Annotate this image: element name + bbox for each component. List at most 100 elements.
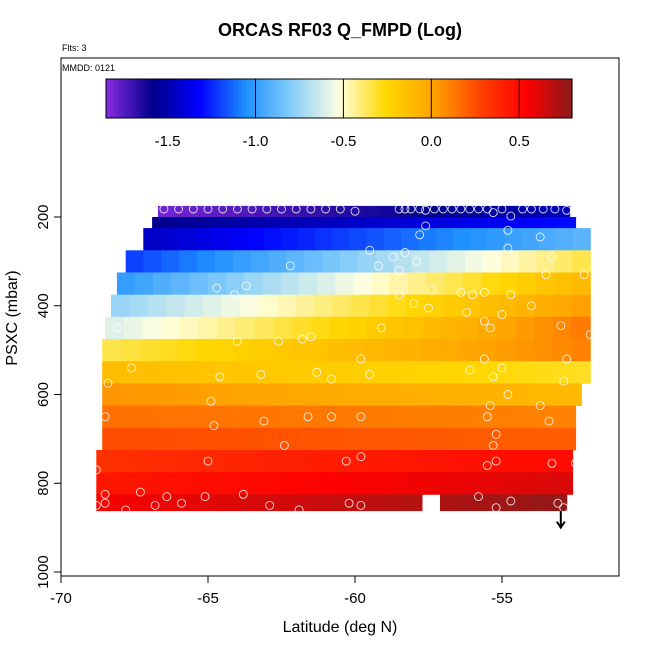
heat-cell — [403, 316, 423, 340]
data-point — [503, 243, 513, 253]
heat-cell — [171, 272, 191, 296]
heat-cell — [313, 494, 333, 512]
heat-cell — [252, 361, 272, 384]
heat-cell — [426, 472, 445, 495]
colorbar-segment — [261, 79, 266, 118]
data-point — [479, 354, 489, 364]
heat-cell — [289, 361, 310, 384]
heat-cell — [389, 450, 409, 473]
heat-cell — [252, 339, 272, 362]
heat-cell — [548, 494, 568, 512]
data-point — [497, 204, 507, 214]
heat-cell — [266, 405, 285, 429]
colorbar-segment — [513, 79, 519, 118]
heat-cell — [442, 294, 462, 318]
heat-cell — [286, 383, 306, 406]
colorbar-segment — [238, 79, 243, 118]
heat-cell — [300, 205, 317, 218]
heat-cell — [271, 339, 291, 362]
heat-cell — [504, 228, 523, 251]
heat-cell — [246, 228, 265, 251]
heat-cell — [266, 217, 283, 229]
colorbar-segment — [300, 79, 305, 118]
heat-cell — [347, 217, 365, 229]
data-point — [406, 204, 416, 214]
data-point — [538, 204, 548, 214]
heat-cell — [156, 427, 176, 451]
heat-cell — [284, 427, 303, 451]
heat-cell — [247, 405, 267, 429]
heat-cell — [160, 228, 179, 251]
heat-cell — [554, 472, 574, 495]
colorbar-segment — [560, 79, 565, 118]
data-point — [247, 204, 257, 214]
heat-cell — [448, 405, 467, 429]
heat-cell — [279, 472, 299, 495]
data-point — [103, 378, 113, 388]
data-point — [365, 370, 375, 379]
data-point — [91, 500, 101, 510]
colorbar-segment — [471, 79, 476, 118]
colorbar-segment — [117, 79, 123, 118]
colorbar-segment — [548, 79, 554, 118]
colorbar-segment — [552, 79, 558, 118]
colorbar-segment — [486, 79, 492, 118]
heat-cell — [535, 472, 555, 495]
heat-cell — [158, 361, 178, 384]
colorbar-segment — [207, 79, 212, 118]
heat-cell — [366, 228, 385, 251]
heat-cell — [470, 383, 490, 406]
colorbar-segment — [381, 79, 387, 118]
heat-cell — [512, 494, 532, 512]
heat-cell — [515, 316, 535, 340]
heat-cell — [151, 450, 171, 473]
heat-cell — [435, 228, 454, 251]
colorbar-segment — [284, 79, 290, 118]
colorbar-segment — [218, 79, 224, 118]
heat-cell — [177, 339, 197, 362]
heat-cell — [232, 250, 252, 273]
heat-cell — [315, 228, 333, 251]
data-point — [582, 412, 592, 422]
data-point — [212, 283, 222, 293]
colorbar-segment — [304, 79, 309, 118]
heat-cell — [329, 316, 349, 340]
heat-cell — [235, 316, 255, 340]
heat-cell — [242, 450, 262, 473]
colorbar-segment — [467, 79, 472, 118]
heat-cell — [440, 339, 460, 362]
heat-cell — [295, 494, 314, 512]
heat-cell — [139, 339, 160, 362]
heat-cell — [562, 383, 582, 406]
heat-cell — [477, 361, 497, 384]
heat-cell — [422, 316, 442, 340]
heat-cell — [340, 250, 359, 273]
colorbar-segment — [339, 79, 344, 118]
colorbar-segment — [463, 79, 468, 118]
colorbar-segment — [257, 79, 262, 118]
heat-cell — [298, 217, 316, 229]
heat-cell — [304, 250, 323, 273]
data-point — [429, 204, 439, 214]
heat-cell — [506, 205, 523, 218]
heat-cell — [444, 472, 464, 495]
heat-cell — [254, 316, 274, 340]
data-point — [506, 290, 516, 300]
heat-cell — [517, 472, 537, 495]
heat-cell — [424, 294, 444, 318]
heat-cell — [197, 250, 216, 273]
data-point — [482, 412, 492, 422]
colorbar-segment — [144, 79, 150, 118]
heat-cell — [332, 228, 351, 251]
colorbar-segment — [540, 79, 546, 118]
heat-cell — [198, 316, 218, 340]
heat-cell — [338, 427, 358, 451]
heat-cell — [169, 450, 189, 473]
heat-cell — [502, 405, 522, 429]
heat-cell — [481, 450, 500, 473]
heat-cell — [499, 272, 518, 296]
heat-cell — [534, 316, 554, 340]
heat-cell — [559, 217, 577, 229]
data-point — [421, 221, 431, 231]
